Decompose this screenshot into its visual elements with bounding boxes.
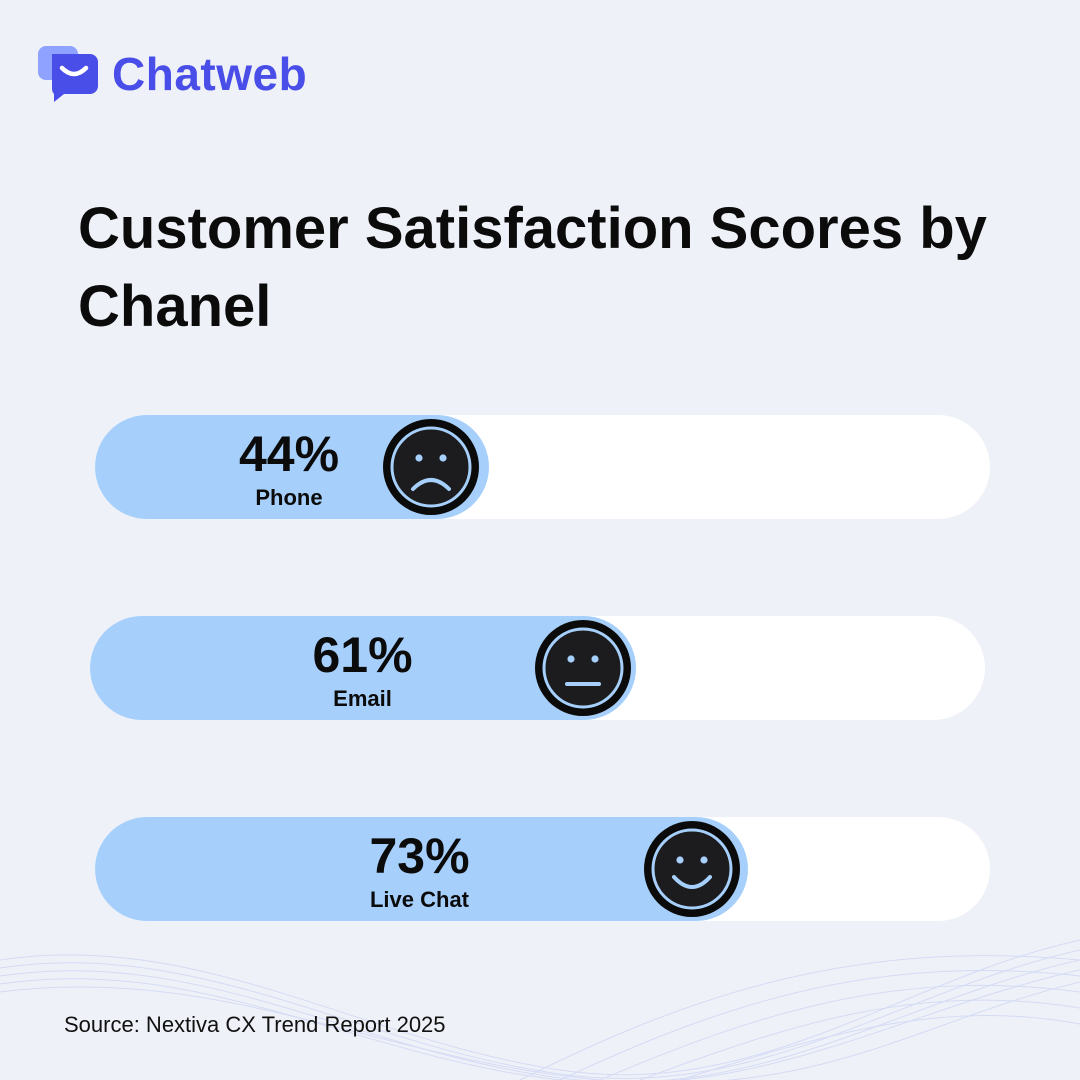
chart-title: Customer Satisfaction Scores by Chanel xyxy=(78,196,987,339)
bar-email: 61% Email xyxy=(90,616,985,720)
category-label: Email xyxy=(333,686,392,711)
bar-fill-live-chat xyxy=(95,817,748,921)
brand-logo: Chatweb xyxy=(38,46,307,102)
neutral-face-icon xyxy=(531,616,635,720)
category-label: Live Chat xyxy=(369,887,470,912)
category-label: Phone xyxy=(255,485,323,510)
happy-face-icon xyxy=(640,817,744,921)
source-note: Source: Nextiva CX Trend Report 2025 xyxy=(64,1012,446,1037)
bar-label: 44% Phone xyxy=(219,425,359,512)
value-label: 73% xyxy=(369,828,470,884)
brand-name: Chatweb xyxy=(112,48,308,100)
chat-smile-icon xyxy=(38,46,98,102)
bar-label: 61% Email xyxy=(293,626,433,713)
value-label: 44% xyxy=(238,426,340,482)
bar-phone: 44% Phone xyxy=(95,415,990,519)
bar-label: 73% Live Chat xyxy=(350,827,490,914)
decorative-waves xyxy=(0,939,1080,1080)
sad-face-icon xyxy=(379,415,483,519)
bar-live-chat: 73% Live Chat xyxy=(95,817,990,921)
value-label: 61% xyxy=(312,627,413,683)
